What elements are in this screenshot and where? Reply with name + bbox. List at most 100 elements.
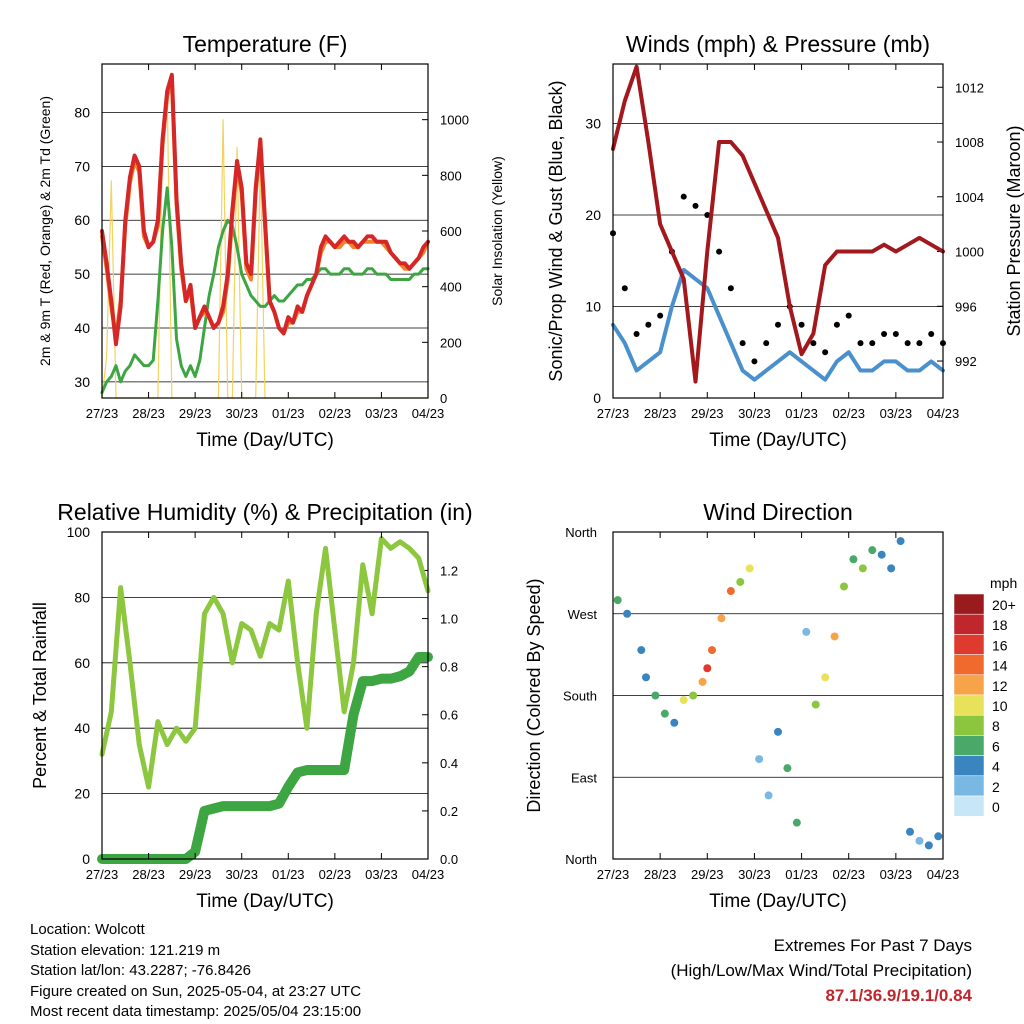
y-axis-label: 2m & 9m T (Red, Orange) & 2m Td (Green) (37, 96, 53, 366)
plot-frame (612, 531, 944, 860)
pressure-line (611, 64, 945, 384)
chart-title: Relative Humidity (%) & Precipitation (i… (57, 499, 472, 525)
x-tick-label: 30/23 (225, 867, 258, 882)
humidity-line (99, 536, 431, 790)
x-tick-label: 04/23 (927, 867, 960, 882)
y2-tick-label: 1000 (955, 245, 984, 260)
y2-tick-label: 0.0 (440, 852, 458, 867)
legend-label: 8 (992, 718, 1000, 734)
y2-tick-label: 992 (955, 354, 977, 369)
y2-tick-label: 0.2 (440, 804, 458, 819)
figure-created: Figure created on Sun, 2025-05-04, at 23… (30, 982, 362, 1000)
station-elevation: Station elevation: 121.219 m (30, 941, 221, 959)
legend-swatch (953, 654, 985, 676)
chart-title: Winds (mph) & Pressure (mb) (626, 31, 930, 57)
legend-label: 2 (992, 779, 1000, 795)
gust-point (904, 340, 911, 347)
y-tick-label: 100 (67, 524, 91, 540)
direction-point (745, 564, 754, 573)
y-tick-label: North (565, 525, 597, 540)
gust-point (775, 321, 781, 328)
direction-point (660, 709, 669, 718)
direction-point (755, 755, 764, 764)
direction-point (736, 577, 745, 586)
extremes-block: Extremes For Past 7 Days (High/Low/Max W… (671, 933, 972, 1008)
y-tick-label: 10 (585, 298, 601, 314)
y2-tick-label: 0.6 (440, 708, 458, 723)
direction-point (792, 818, 801, 827)
y2-tick-label: 600 (440, 224, 462, 239)
y2-tick-label: 1012 (955, 80, 984, 95)
legend-title: mph (990, 575, 1017, 591)
y-axis-label: Sonic/Prop Wind & Gust (Blue, Black) (546, 80, 566, 381)
x-tick-label: 27/23 (86, 406, 119, 421)
y-tick-label: West (568, 607, 598, 622)
legend-swatch (953, 775, 985, 797)
direction-point (906, 827, 914, 836)
gust-point (657, 312, 664, 319)
legend-label: 6 (992, 738, 1000, 754)
direction-point (764, 791, 773, 800)
direction-point (623, 609, 632, 618)
y-tick-label: 60 (74, 655, 90, 671)
legend-label: 18 (992, 617, 1008, 633)
direction-point (783, 764, 792, 773)
direction-point (689, 691, 698, 700)
x-tick-label: 04/23 (412, 406, 445, 421)
direction-point (708, 646, 716, 655)
x-tick-label: 29/23 (179, 867, 212, 882)
gust-point (928, 330, 935, 337)
gust-point (763, 340, 770, 347)
gust-point (739, 340, 746, 347)
station-info: Location: Wolcott Station elevation: 121… (30, 920, 361, 1023)
x-axis-label: Time (Day/UTC) (709, 430, 847, 451)
x-tick-label: 03/23 (880, 867, 913, 882)
legend-swatch (953, 674, 985, 696)
y-tick-label: 20 (585, 207, 601, 223)
y2-tick-label: 400 (440, 280, 462, 295)
y2-tick-label: 996 (955, 299, 977, 314)
direction-point (811, 700, 820, 709)
y2-tick-label: 0.8 (440, 660, 458, 675)
x-tick-label: 03/23 (365, 867, 398, 882)
speed-legend: mph 20+ 18 16 14 12 10 8 6 4 2 0 (953, 575, 1017, 817)
x-tick-label: 28/23 (132, 406, 165, 421)
x-tick-label: 03/23 (365, 406, 398, 421)
y2-tick-label: 200 (440, 335, 462, 350)
legend-swatch (953, 634, 985, 655)
legend-label: 4 (992, 759, 1000, 775)
legend-label: 10 (992, 698, 1008, 714)
legend-label: 20+ (992, 597, 1016, 613)
legend-swatch (953, 593, 985, 615)
direction-point (698, 677, 707, 686)
direction-point (774, 727, 782, 736)
legend-label: 0 (992, 799, 1000, 815)
x-axis-label: Time (Day/UTC) (196, 430, 334, 451)
x-tick-label: 30/23 (738, 867, 771, 882)
y-tick-label: 80 (74, 589, 90, 605)
y-tick-label: 0 (82, 851, 90, 867)
chart-title: Temperature (F) (183, 31, 348, 57)
gust-point (869, 340, 876, 347)
gust-point (633, 330, 640, 337)
direction-point (934, 832, 943, 841)
direction-point (613, 596, 622, 605)
gust-point (621, 285, 628, 292)
y-axis-label: Direction (Colored By Speed) (524, 578, 544, 812)
extremes-subtitle: (High/Low/Max Wind/Total Precipitation) (670, 961, 972, 980)
gust-point (798, 321, 805, 328)
y2-tick-label: 1.2 (440, 563, 458, 578)
temperature-chart: 30 40 50 60 70 80 2m & 9m T (Red, Orange) & 2m… (37, 31, 505, 451)
x-tick-label: 01/23 (785, 406, 818, 421)
x-tick-label: 01/23 (272, 867, 305, 882)
direction-point (858, 564, 867, 573)
gust-point (845, 312, 852, 319)
direction-point (924, 841, 933, 850)
gust-point (810, 340, 817, 347)
y-tick-label: 80 (74, 104, 90, 120)
gust-point (716, 248, 723, 255)
y-tick-label: North (565, 852, 597, 867)
direction-point (915, 836, 924, 845)
direction-point (849, 555, 858, 564)
